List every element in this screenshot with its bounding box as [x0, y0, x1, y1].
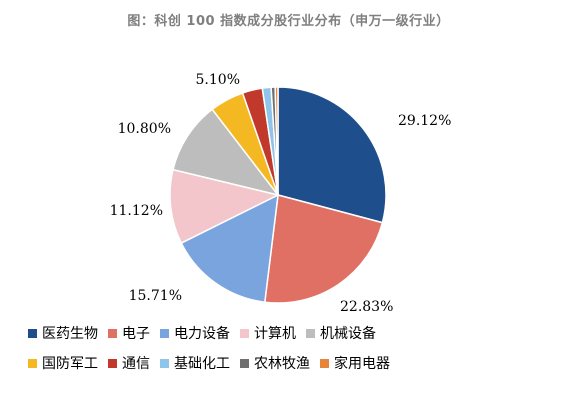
legend-label: 电子	[122, 326, 150, 342]
legend-label: 计算机	[254, 326, 296, 342]
legend-swatch	[306, 328, 315, 338]
pie-slice-5	[172, 108, 280, 197]
legend-label: 通信	[122, 356, 150, 372]
legend-item: 电力设备	[160, 323, 230, 343]
slice-value-label-2: 22.83%	[340, 299, 393, 315]
legend-swatch	[160, 358, 169, 368]
legend-item: 国防军工	[28, 353, 98, 373]
legend-swatch	[28, 328, 37, 338]
legend-item: 农林牧渔	[240, 353, 310, 373]
slice-value-label-4: 11.12%	[110, 203, 163, 219]
legend-label: 机械设备	[320, 326, 376, 342]
legend-item: 机械设备	[306, 323, 376, 343]
legend-label: 电力设备	[174, 326, 230, 342]
slice-value-label-5: 10.80%	[118, 121, 171, 137]
pie-chart: 29.12% 22.83% 15.71% 11.12% 10.80% 5.10%	[110, 72, 452, 315]
legend-row: 国防军工 通信 基础化工 农林牧渔 家用电器	[28, 348, 568, 378]
chart-title: 图：科创 100 指数成分股行业分布（申万一级行业）	[127, 14, 450, 29]
legend-label: 国防军工	[42, 356, 98, 372]
legend-item: 医药生物	[28, 323, 98, 343]
legend-item: 家用电器	[320, 353, 390, 373]
legend-item: 通信	[108, 353, 150, 373]
legend-swatch	[320, 358, 329, 368]
legend-item: 基础化工	[160, 353, 230, 373]
legend: 医药生物 电子 电力设备 计算机 机械设备国防军工 通信 基础化工 农林牧渔 家用电器	[28, 318, 568, 378]
legend-swatch	[108, 358, 117, 368]
legend-swatch	[240, 328, 249, 338]
pie-slice-2	[263, 194, 384, 304]
legend-item: 电子	[108, 323, 150, 343]
legend-label: 基础化工	[174, 356, 230, 372]
pie-slice-3	[180, 193, 279, 304]
legend-swatch	[108, 328, 117, 338]
legend-label: 医药生物	[42, 326, 98, 342]
legend-item: 计算机	[240, 323, 296, 343]
legend-swatch	[240, 358, 249, 368]
legend-swatch	[160, 328, 169, 338]
pie-slice-4	[169, 168, 281, 245]
pie-slice-10	[274, 86, 279, 196]
legend-row: 医药生物 电子 电力设备 计算机 机械设备	[28, 318, 568, 348]
pie-slice-1	[277, 86, 387, 224]
slice-value-label-1: 29.12%	[398, 113, 451, 129]
slice-value-label-6: 5.10%	[196, 72, 240, 88]
legend-label: 农林牧渔	[254, 356, 310, 372]
legend-swatch	[28, 358, 37, 368]
slice-value-label-3: 15.71%	[129, 288, 182, 304]
legend-label: 家用电器	[334, 356, 390, 372]
